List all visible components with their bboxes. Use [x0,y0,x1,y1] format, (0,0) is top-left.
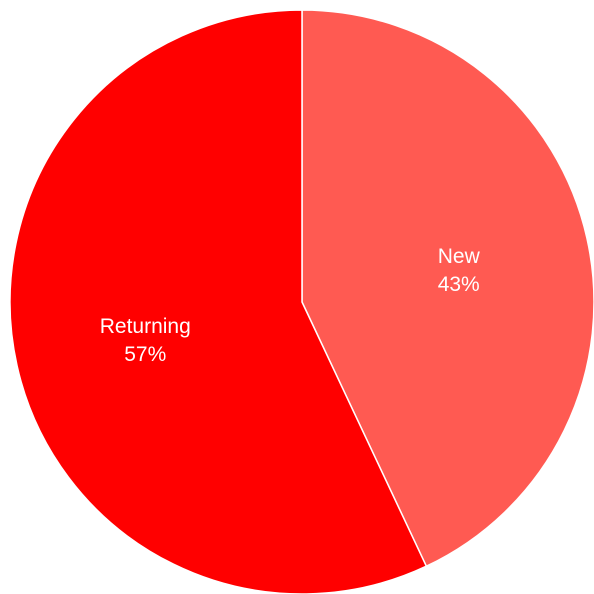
labels-layer: New 43% Returning 57% [100,245,481,366]
slice-label-new: New [438,245,481,268]
slice-value-returning: 57% [124,343,166,366]
slice-label-returning: Returning [100,315,191,338]
pie-slice-new [301,9,594,568]
slice-value-new: 43% [438,273,480,296]
slices-layer [9,9,594,594]
pie-slice-returning [9,9,428,594]
